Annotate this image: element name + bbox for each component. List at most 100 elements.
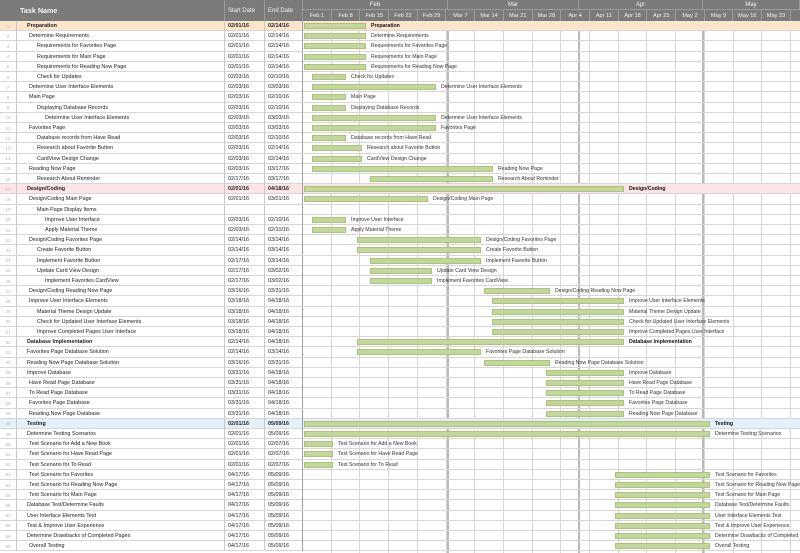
task-name-cell[interactable]: Design/Coding Reading Now Page bbox=[16, 286, 225, 297]
task-row[interactable]: 12 Database records from Have Read 02/03/1… bbox=[0, 133, 800, 144]
end-date-cell[interactable]: 05/09/16 bbox=[265, 500, 303, 511]
task-name-cell[interactable]: Test & Improve User Experience bbox=[16, 520, 225, 531]
task-name-cell[interactable]: Improve Database bbox=[16, 367, 225, 378]
task-name-column-header[interactable]: Task Name bbox=[16, 0, 225, 21]
gantt-bar[interactable] bbox=[492, 329, 624, 335]
gantt-bar[interactable] bbox=[304, 43, 366, 50]
end-date-cell[interactable]: 04/18/16 bbox=[265, 316, 303, 327]
task-row[interactable]: 34 Reading Now Page Database Solution 03/1… bbox=[0, 357, 800, 368]
task-name-cell[interactable]: Reading Now Page bbox=[16, 163, 225, 174]
start-date-cell[interactable]: 02/01/16 bbox=[225, 51, 265, 62]
gantt-bar[interactable] bbox=[370, 257, 481, 264]
task-name-cell[interactable]: User Interface Elements Test bbox=[16, 510, 225, 521]
gantt-bar[interactable] bbox=[546, 400, 624, 407]
start-date-cell[interactable]: 02/01/16 bbox=[225, 31, 265, 42]
gantt-bar[interactable] bbox=[304, 53, 366, 60]
gantt-bar[interactable] bbox=[615, 471, 710, 478]
end-date-cell[interactable]: 05/09/16 bbox=[265, 429, 303, 439]
task-row[interactable]: 23 Create Favorite Button 02/14/16 03/14/16… bbox=[0, 245, 800, 256]
gantt-bar[interactable] bbox=[546, 410, 624, 417]
task-name-cell[interactable]: Implement Favorite Button bbox=[16, 255, 225, 266]
task-row[interactable]: 24 Implement Favorite Button 02/17/16 03/14… bbox=[0, 255, 800, 266]
task-row[interactable]: 15 Reading Now Page 02/03/16 03/17/16 Readin… bbox=[0, 163, 800, 174]
task-name-cell[interactable]: Testing bbox=[16, 418, 225, 429]
task-row[interactable]: 58 Test & Improve User Experience 04/17/16… bbox=[0, 520, 800, 531]
start-date-cell[interactable]: 03/16/16 bbox=[225, 357, 265, 368]
start-date-cell[interactable]: 03/31/16 bbox=[225, 378, 265, 388]
task-row[interactable]: 35 Improve Database 03/31/16 04/18/16 Improv… bbox=[0, 367, 800, 378]
task-row[interactable]: 20 Improve User Interface 02/03/16 02/10/16… bbox=[0, 214, 800, 225]
gantt-bar[interactable] bbox=[615, 482, 710, 488]
end-date-cell[interactable]: 04/18/16 bbox=[265, 296, 303, 307]
start-date-cell[interactable]: 03/31/16 bbox=[225, 388, 265, 399]
gantt-bar[interactable] bbox=[357, 349, 481, 356]
start-date-cell[interactable]: 02/14/16 bbox=[225, 235, 265, 246]
task-name-cell[interactable]: Determine Drawbacks of Completed Pages bbox=[16, 531, 225, 541]
task-row[interactable]: 36 Have Read Page Database 03/31/16 04/18/1… bbox=[0, 378, 800, 389]
end-date-cell[interactable]: 02/07/16 bbox=[265, 449, 303, 460]
gantt-bar[interactable] bbox=[484, 288, 550, 295]
task-name-cell[interactable]: Determine User Interface Elements bbox=[16, 82, 225, 93]
gantt-bar[interactable] bbox=[304, 451, 333, 458]
task-row[interactable]: 19 Main Page Display Items bbox=[0, 204, 800, 215]
task-name-cell[interactable]: Design/Coding Main Page bbox=[16, 194, 225, 205]
gantt-bar[interactable] bbox=[312, 135, 346, 142]
end-date-cell[interactable]: 03/14/16 bbox=[265, 245, 303, 256]
task-name-cell[interactable]: Research about Favorite Button bbox=[16, 143, 225, 154]
start-date-cell[interactable]: 02/03/16 bbox=[225, 102, 265, 113]
gantt-bar[interactable] bbox=[357, 339, 624, 346]
start-date-cell[interactable]: 02/01/16 bbox=[225, 449, 265, 460]
task-name-cell[interactable]: Reading Now Page Database Solution bbox=[16, 357, 225, 368]
task-row[interactable]: 17 Design/Coding 02/01/16 04/18/16 Design/Co… bbox=[0, 184, 800, 195]
end-date-cell[interactable]: 04/18/16 bbox=[265, 388, 303, 399]
task-row[interactable]: 28 Improve User Interface Elements 03/18/1… bbox=[0, 296, 800, 307]
gantt-bar[interactable] bbox=[492, 298, 624, 305]
end-date-cell[interactable]: 03/31/16 bbox=[265, 286, 303, 297]
task-row[interactable]: 6 Check for Updates 02/03/16 02/10/16 Check … bbox=[0, 72, 800, 83]
gantt-bar[interactable] bbox=[304, 23, 366, 29]
gantt-bar[interactable] bbox=[312, 155, 362, 162]
start-date-cell[interactable]: 02/01/16 bbox=[225, 439, 265, 450]
end-date-cell[interactable]: 05/09/16 bbox=[265, 469, 303, 480]
task-row[interactable]: 51 Test Scenario for Have Read Page 02/01/… bbox=[0, 449, 800, 460]
gantt-bar[interactable] bbox=[357, 237, 481, 244]
task-row[interactable]: 13 Research about Favorite Button 02/03/16… bbox=[0, 143, 800, 154]
task-row[interactable]: 21 Apply Material Theme 02/03/16 02/10/16 Ap… bbox=[0, 225, 800, 236]
task-row[interactable]: 18 Design/Coding Main Page 02/01/16 03/01/1… bbox=[0, 194, 800, 205]
task-row[interactable]: 5 Requirements for Reading Now Page 02/01/… bbox=[0, 61, 800, 72]
task-row[interactable]: 53 Test Scenario for Favorites 04/17/16 05/… bbox=[0, 469, 800, 480]
task-name-cell[interactable]: Design/Coding bbox=[16, 184, 225, 195]
end-date-cell[interactable]: 05/09/16 bbox=[265, 418, 303, 429]
end-date-cell[interactable]: 05/09/16 bbox=[265, 520, 303, 531]
task-row[interactable]: 49 Determine Testing Scenarios 02/01/16 05/… bbox=[0, 429, 800, 440]
start-date-cell[interactable]: 04/17/16 bbox=[225, 531, 265, 541]
task-row[interactable]: 56 Database Test/Determine Faults 04/17/16… bbox=[0, 500, 800, 511]
gantt-bar[interactable] bbox=[304, 33, 366, 40]
start-date-cell[interactable]: 04/17/16 bbox=[225, 520, 265, 531]
end-date-cell[interactable]: 03/14/16 bbox=[265, 235, 303, 246]
task-row[interactable]: 55 Test Scenario for Main Page 04/17/16 05/… bbox=[0, 490, 800, 501]
gantt-bar[interactable] bbox=[615, 512, 710, 519]
start-date-cell[interactable]: 02/03/16 bbox=[225, 143, 265, 154]
start-date-cell[interactable]: 03/18/16 bbox=[225, 316, 265, 327]
end-date-cell[interactable]: 02/10/16 bbox=[265, 102, 303, 113]
task-row[interactable]: 22 Design/Coding Favorites Page 02/14/16 03… bbox=[0, 235, 800, 246]
task-name-cell[interactable]: Improve User Interface bbox=[16, 214, 225, 225]
task-name-cell[interactable]: Improve Completed Pages User Interface bbox=[16, 327, 225, 337]
gantt-bar[interactable] bbox=[304, 441, 333, 448]
start-date-cell[interactable]: 02/01/16 bbox=[225, 61, 265, 72]
gantt-bar[interactable] bbox=[546, 369, 624, 376]
task-name-cell[interactable]: Determine Requirements bbox=[16, 31, 225, 42]
start-date-cell[interactable]: 02/17/16 bbox=[225, 276, 265, 286]
task-name-cell[interactable]: Material Theme Design Update bbox=[16, 306, 225, 317]
start-date-cell[interactable]: 02/03/16 bbox=[225, 112, 265, 123]
start-date-cell[interactable]: 04/17/16 bbox=[225, 480, 265, 490]
task-row[interactable]: 57 User Interface Elements Test 04/17/16 05… bbox=[0, 510, 800, 521]
task-row[interactable]: 7 Determine User Interface Elements 02/03/… bbox=[0, 82, 800, 93]
task-row[interactable]: 27 Design/Coding Reading Now Page 03/16/16… bbox=[0, 286, 800, 297]
gantt-bar[interactable] bbox=[312, 114, 436, 121]
start-date-cell[interactable]: 04/17/16 bbox=[225, 469, 265, 480]
end-date-cell[interactable]: 03/17/16 bbox=[265, 163, 303, 174]
end-date-cell[interactable]: 03/03/16 bbox=[265, 82, 303, 93]
start-date-cell[interactable]: 02/03/16 bbox=[225, 92, 265, 103]
